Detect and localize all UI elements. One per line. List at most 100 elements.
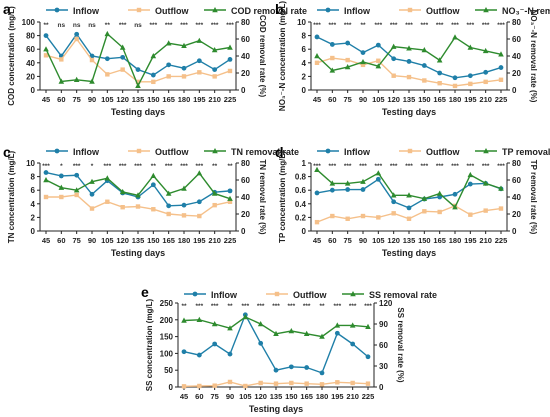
- data-point: [212, 74, 217, 79]
- x-tick-label: 45: [180, 392, 188, 401]
- legend-marker-3: [483, 7, 489, 13]
- legend-label-2: Outflow: [426, 147, 460, 157]
- data-point: [329, 42, 335, 47]
- series-inflow: [314, 34, 504, 81]
- x-tick-label: 60: [328, 236, 336, 245]
- data-point: [498, 77, 504, 82]
- significance-mark: ***: [344, 163, 352, 170]
- x-axis-title: Testing days: [382, 248, 436, 258]
- y-tick-label-right: 80: [512, 159, 521, 168]
- data-point: [375, 170, 382, 176]
- significance-mark: ***: [344, 22, 352, 29]
- data-point: [58, 184, 65, 190]
- data-point: [212, 341, 218, 347]
- significance-row: ** ns ns ns ** *** ns *** *** *** *** *** ***: [43, 22, 234, 29]
- data-point: [391, 73, 396, 78]
- x-tick-label: 135: [132, 236, 145, 245]
- data-point: [360, 50, 366, 55]
- legend-label-1: Inflow: [211, 290, 238, 300]
- data-point: [104, 175, 111, 181]
- data-point: [227, 44, 233, 50]
- y-tick-label-left: 0.2: [295, 213, 307, 222]
- x-tick-label: 90: [88, 236, 96, 245]
- data-point: [314, 190, 320, 196]
- legend-label-1: Inflow: [344, 6, 371, 16]
- data-point: [59, 194, 64, 200]
- data-point: [436, 57, 443, 63]
- data-point: [227, 195, 233, 201]
- data-point: [304, 381, 309, 386]
- data-point: [436, 190, 443, 196]
- data-point: [314, 219, 320, 225]
- series-outflow: [314, 55, 504, 89]
- x-tick-label: 150: [418, 236, 431, 245]
- x-tick-label: 135: [270, 392, 283, 401]
- legend: Inflow Outflow COD removal rate: [46, 6, 307, 16]
- y-tick-label-right: 60: [379, 341, 388, 350]
- panel-letter: b: [275, 1, 284, 17]
- y-tick-label-left: 0.8: [295, 173, 307, 182]
- data-point: [335, 380, 340, 385]
- series-line: [316, 36, 502, 79]
- significance-mark: ***: [288, 303, 296, 310]
- data-point: [483, 208, 488, 213]
- significance-mark: ***: [242, 303, 250, 310]
- x-tick-label: 135: [403, 95, 416, 104]
- x-tick-label: 210: [208, 95, 221, 104]
- data-point: [181, 317, 187, 323]
- y-tick-label-left: 0: [169, 383, 174, 392]
- y-tick-label-left: 8: [302, 32, 307, 41]
- significance-mark: ***: [334, 303, 342, 310]
- significance-mark: ***: [405, 163, 413, 170]
- data-point: [345, 187, 351, 192]
- significance-mark: ***: [119, 22, 127, 29]
- significance-mark: **: [181, 303, 187, 310]
- legend-label-3: SS removal rate: [369, 290, 437, 300]
- data-point: [258, 380, 263, 386]
- data-point: [375, 42, 381, 48]
- data-point: [365, 354, 371, 360]
- significance-mark: ***: [303, 303, 311, 310]
- data-point: [227, 351, 233, 357]
- significance-mark: ***: [313, 163, 321, 170]
- data-point: [43, 177, 49, 183]
- significance-mark: ***: [405, 22, 413, 29]
- legend-marker-1: [192, 291, 198, 297]
- data-point: [406, 216, 412, 221]
- data-point: [319, 370, 325, 376]
- legend-marker-1: [325, 7, 331, 13]
- series-outflow: [43, 192, 233, 219]
- significance-row: ** *** *** ** *** *** *** *** *** ** *** *** ***: [181, 303, 372, 310]
- series-inflow: [181, 312, 371, 376]
- data-point: [166, 203, 172, 209]
- x-tick-label: 180: [449, 95, 462, 104]
- data-point: [197, 213, 202, 219]
- significance-mark: **: [319, 303, 325, 310]
- legend-label-1: Inflow: [73, 147, 100, 157]
- y-axis-title-left: COD concentration (mg/L): [7, 6, 16, 106]
- y-tick-label-right: 60: [512, 176, 521, 185]
- panel-letter: a: [3, 1, 11, 17]
- data-point: [350, 341, 356, 347]
- y-axis-title-right: TP removal rate (%): [529, 160, 538, 235]
- y-tick-label-right: 40: [512, 52, 521, 61]
- x-tick-label: 45: [42, 236, 50, 245]
- data-point: [406, 205, 412, 211]
- y-tick-label-left: 60: [26, 45, 35, 54]
- significance-mark: ns: [88, 22, 96, 29]
- data-point: [135, 192, 141, 198]
- data-point: [89, 191, 95, 197]
- x-tick-label: 105: [101, 236, 114, 245]
- legend: Inflow Outflow SS removal rate: [184, 290, 437, 300]
- data-point: [258, 340, 264, 346]
- significance-row: *** *** *** *** *** *** *** *** *** *** *** *** ***: [313, 163, 505, 170]
- data-point: [197, 70, 202, 75]
- legend-marker-2: [407, 148, 413, 154]
- x-tick-label: 210: [479, 95, 492, 104]
- significance-mark: ***: [497, 163, 505, 170]
- significance-mark: ***: [421, 22, 429, 29]
- data-point: [314, 60, 320, 65]
- data-point: [211, 47, 218, 53]
- significance-mark: ***: [467, 22, 475, 29]
